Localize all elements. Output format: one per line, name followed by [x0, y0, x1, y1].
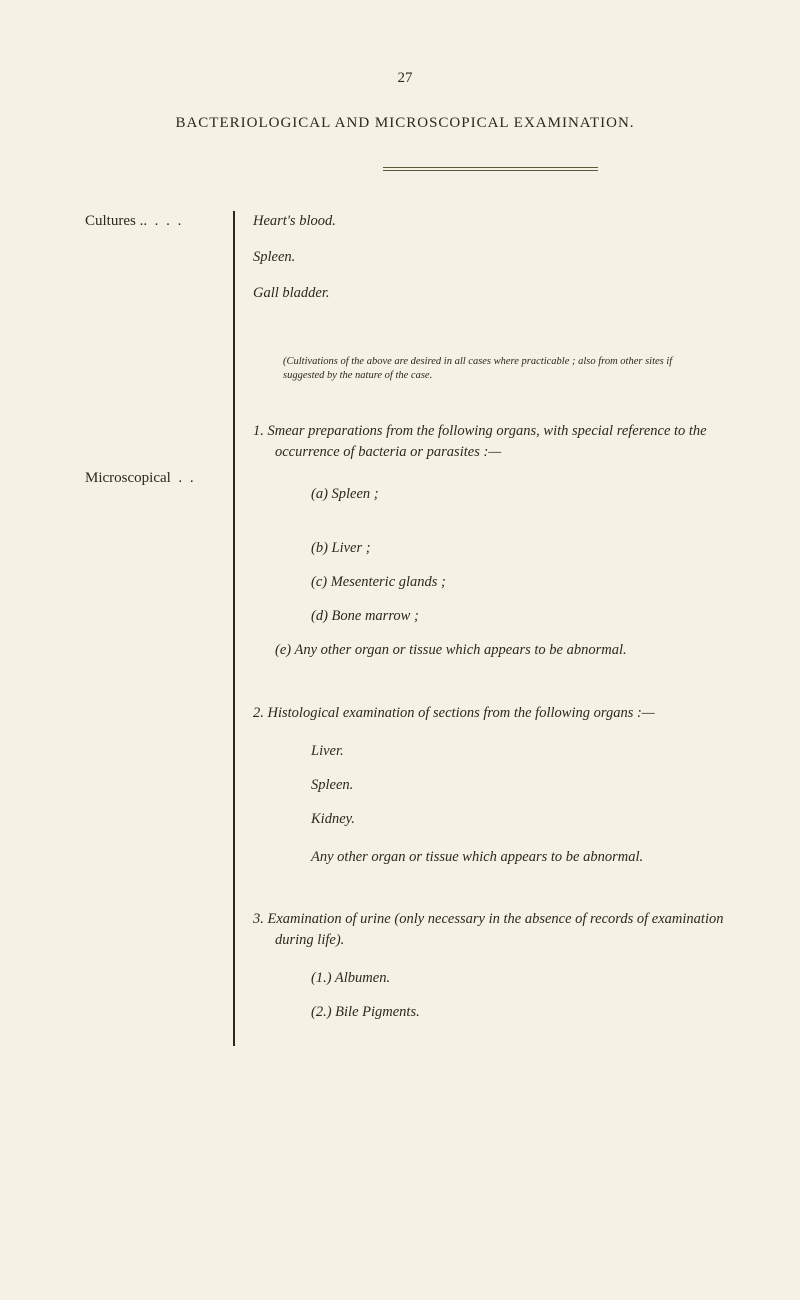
micro-item-2-lead: 2. Histological examination of sections … [253, 703, 725, 724]
micro-1d: (d) Bone marrow ; [253, 606, 725, 627]
micro-item-3-lead: 3. Examination of urine (only necessary … [253, 909, 725, 951]
micro-1b: (b) Liver ; [253, 538, 725, 559]
micro-3-2: (2.) Bile Pigments. [253, 1002, 725, 1023]
cultures-line-3: Gall bladder. [253, 283, 725, 304]
cultures-line-1: Heart's blood. [253, 211, 725, 232]
title-rule [85, 167, 725, 171]
micro-2-any: Any other organ or tissue which appears … [253, 847, 725, 868]
page-title: BACTERIOLOGICAL AND MICROSCOPICAL EXAMIN… [85, 115, 725, 132]
micro-1c: (c) Mesenteric glands ; [253, 572, 725, 593]
micro-1e: (e) Any other organ or tissue which appe… [253, 640, 725, 661]
vertical-divider [233, 211, 235, 1046]
label-microscopical: Microscopical . . [85, 470, 233, 487]
micro-item-1-lead: 1. Smear preparations from the following… [253, 421, 725, 463]
cultures-line-2: Spleen. [253, 247, 725, 268]
label-cultures: Cultures .. . . . [85, 213, 233, 230]
micro-2-kidney: Kidney. [253, 809, 725, 830]
micro-3-1: (1.) Albumen. [253, 968, 725, 989]
micro-2-liver: Liver. [253, 741, 725, 762]
micro-2-spleen: Spleen. [253, 775, 725, 796]
page-number: 27 [85, 70, 725, 87]
micro-1a: (a) Spleen ; [253, 484, 725, 505]
cultivations-note: (Cultivations of the above are desired i… [253, 355, 725, 383]
